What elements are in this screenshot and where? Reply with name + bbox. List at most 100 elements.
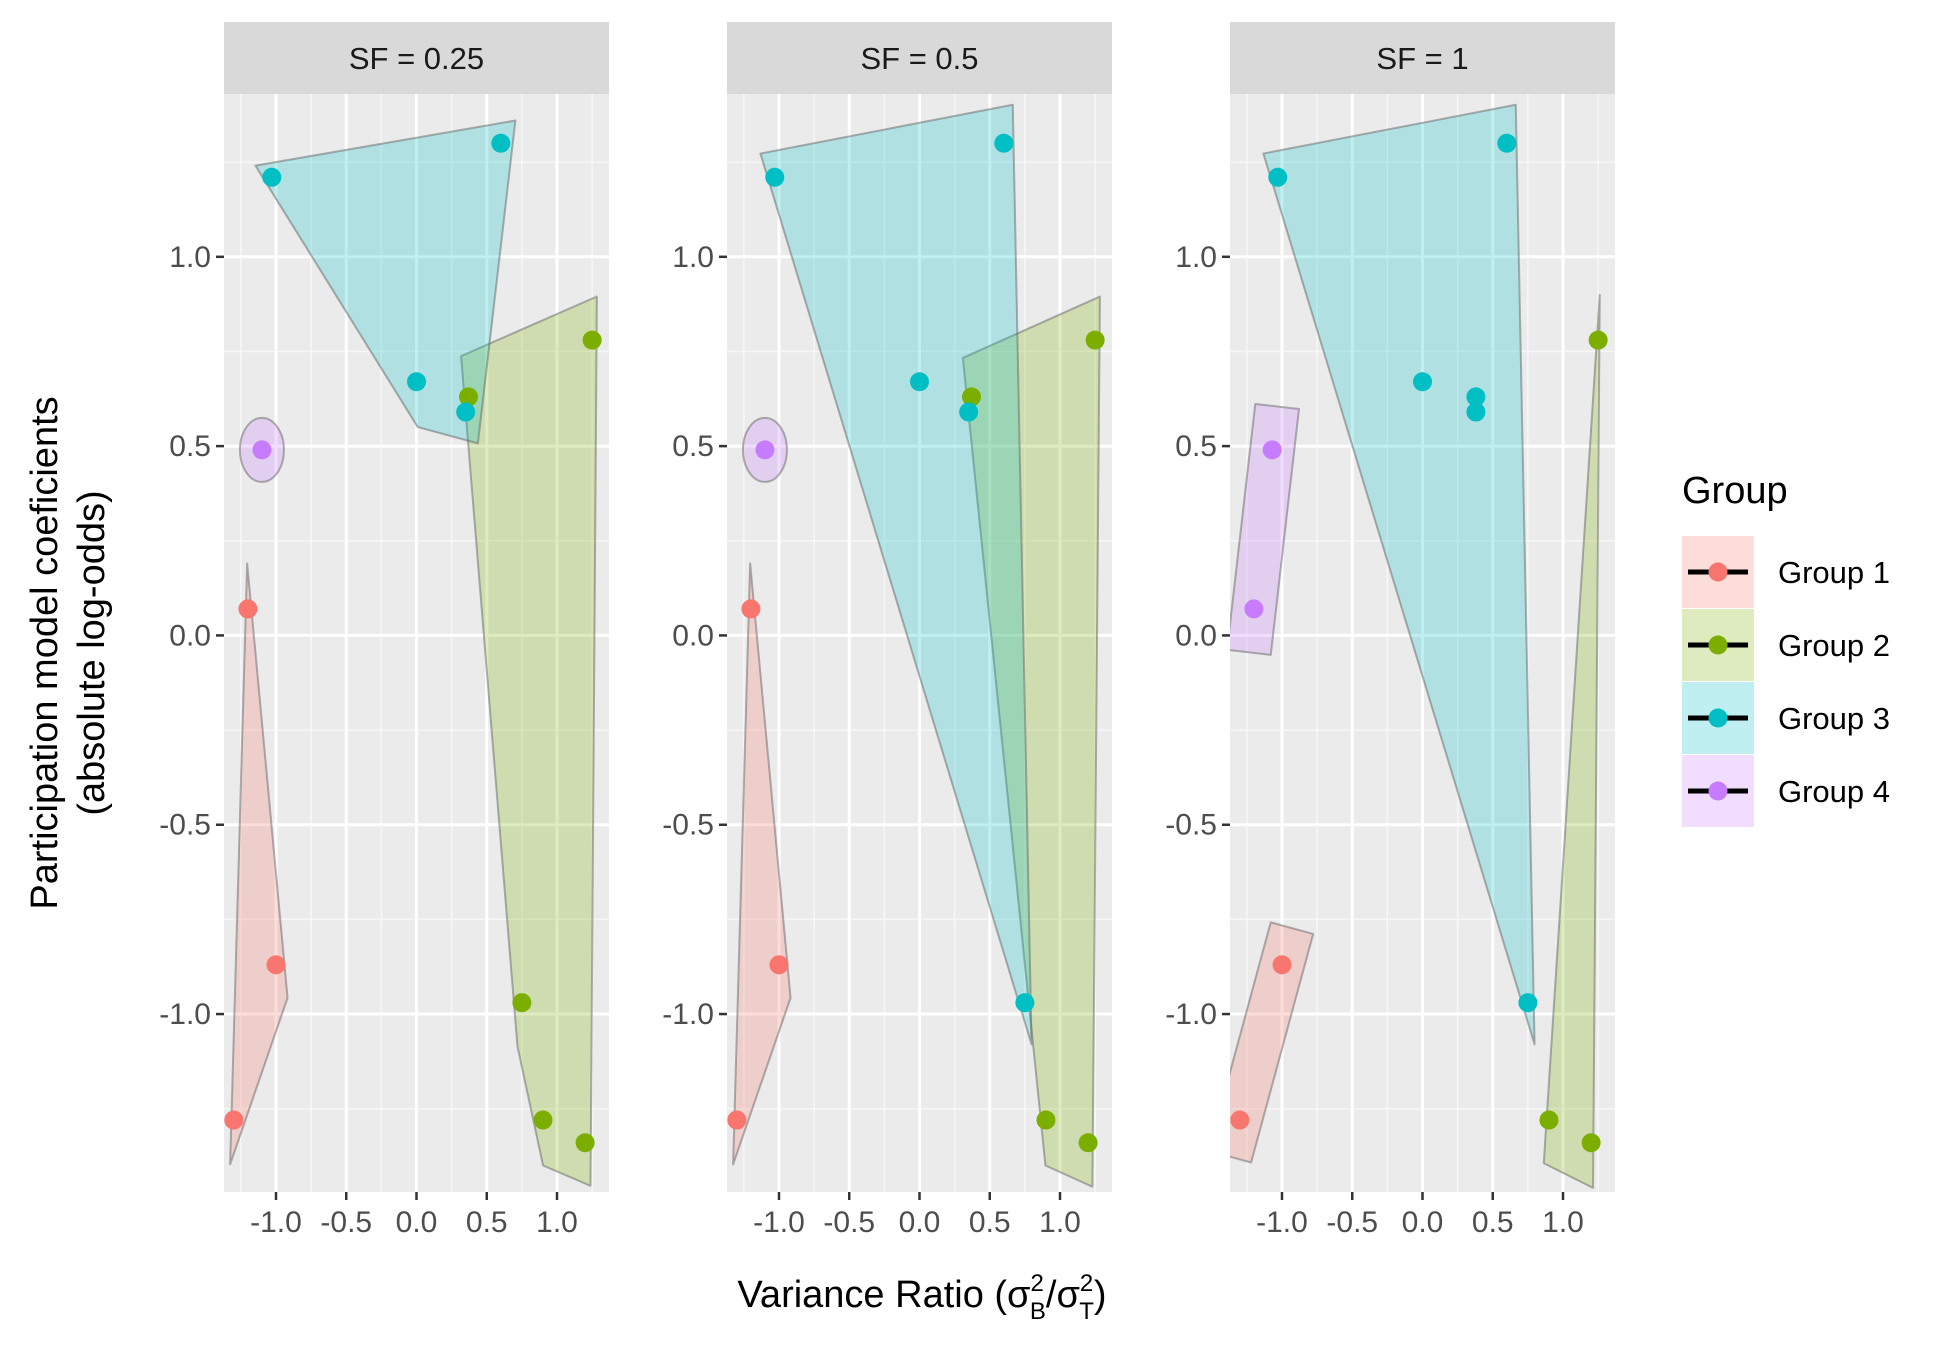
legend-key-point	[1708, 708, 1728, 728]
y-tick-label: -1.0	[662, 998, 714, 1031]
legend-label: Group 2	[1778, 628, 1890, 663]
data-point	[1078, 1133, 1098, 1153]
y-tick-label: -1.0	[159, 998, 211, 1031]
facet-panel: -1.0 -0.5 0.0 0.5 1.0 -1.0 -0.5 0.0 0.5 1.0 SF = 0…	[662, 22, 1112, 1239]
group-region	[1542, 293, 1601, 1189]
x-tick-label: -1.0	[250, 1206, 302, 1239]
y-tick-label: 1.0	[672, 241, 714, 274]
x-tick-label: 0.0	[1402, 1206, 1444, 1239]
y-axis-title-line-2: (absolute log-odds)	[71, 490, 113, 815]
group-region	[460, 295, 598, 1187]
x-tick-label: -1.0	[753, 1206, 805, 1239]
group-region	[759, 103, 1033, 1046]
group-regions	[1230, 103, 1601, 1189]
facet-strip-label: SF = 0.5	[860, 41, 978, 76]
data-point	[1539, 1110, 1559, 1130]
data-point	[1413, 372, 1432, 392]
data-point	[456, 402, 476, 422]
y-tick-label: 0.5	[1175, 430, 1217, 463]
legend-items: Group 1 Group 2 Group 3 Group 4	[1682, 536, 1890, 827]
data-point	[1466, 387, 1486, 407]
x-axis-title-slash: /	[1046, 1274, 1057, 1316]
y-tick-label: 1.0	[169, 241, 211, 274]
legend-key-point	[1708, 635, 1728, 655]
x-axis-title-prefix: Variance Ratio (	[737, 1274, 1007, 1316]
x-axis-title-sigma-t: σ	[1056, 1274, 1079, 1316]
data-point	[1244, 599, 1264, 619]
data-point	[755, 440, 775, 460]
data-point	[1497, 133, 1517, 153]
data-point	[575, 1133, 595, 1153]
x-axis-title-sigma-b: σ	[1007, 1274, 1030, 1316]
x-tick-label: -0.5	[1326, 1206, 1378, 1239]
x-axis-title-sup-b: 2	[1031, 1270, 1044, 1297]
y-tick-label: 0.5	[169, 430, 211, 463]
y-tick-label: 0.0	[672, 619, 714, 652]
y-tick-label: 0.0	[1175, 619, 1217, 652]
group-region	[1230, 402, 1300, 656]
data-point	[959, 402, 979, 422]
data-point	[1268, 167, 1288, 187]
x-axis-title-sup-t: 2	[1080, 1270, 1093, 1297]
facet-strip	[224, 22, 609, 94]
data-points	[1230, 133, 1608, 1153]
data-point	[1262, 440, 1282, 460]
data-point	[252, 440, 272, 460]
data-point	[262, 167, 282, 187]
legend-key-point	[1708, 781, 1728, 801]
group-region	[229, 562, 289, 1166]
y-axis-title-line-1: Participation model coeficients	[24, 396, 66, 909]
x-axis-title-sub-t: T	[1079, 1298, 1094, 1325]
facet-strip-label: SF = 1	[1376, 41, 1468, 76]
data-point	[582, 330, 602, 350]
x-tick-label: 0.0	[396, 1206, 438, 1239]
data-point	[1588, 330, 1608, 350]
data-point	[769, 955, 789, 975]
x-tick-label: -0.5	[320, 1206, 372, 1239]
x-axis-title-sub-b: B	[1030, 1298, 1046, 1325]
group-region	[1262, 103, 1536, 1046]
data-point	[458, 387, 478, 407]
legend-item: Group 3	[1682, 682, 1890, 754]
data-point	[1015, 993, 1035, 1013]
x-axis-title-suffix: )	[1094, 1274, 1107, 1316]
facet-strip	[1230, 22, 1615, 94]
x-tick-label: 1.0	[1542, 1206, 1584, 1239]
data-point	[1581, 1133, 1601, 1153]
legend-label: Group 1	[1778, 555, 1890, 590]
x-tick-label: 0.5	[466, 1206, 508, 1239]
data-point	[994, 133, 1014, 153]
data-point	[1085, 330, 1105, 350]
legend-item: Group 2	[1682, 609, 1890, 681]
y-tick-label: -0.5	[1165, 809, 1217, 842]
data-point	[1518, 993, 1538, 1013]
data-point	[727, 1110, 747, 1130]
data-point	[533, 1110, 553, 1130]
data-point	[1036, 1110, 1056, 1130]
y-tick-label: -0.5	[159, 809, 211, 842]
data-point	[266, 955, 286, 975]
data-point	[1230, 1110, 1250, 1130]
data-point	[741, 599, 761, 619]
legend-label: Group 4	[1778, 774, 1890, 809]
data-point	[407, 372, 426, 392]
x-tick-label: 0.5	[1472, 1206, 1514, 1239]
x-tick-label: 1.0	[536, 1206, 578, 1239]
group-regions	[229, 119, 598, 1187]
data-point	[238, 599, 258, 619]
group-region	[961, 295, 1101, 1188]
data-point	[1272, 955, 1292, 975]
x-tick-label: 1.0	[1039, 1206, 1081, 1239]
group-region	[732, 562, 792, 1166]
legend-label: Group 3	[1778, 701, 1890, 736]
x-tick-label: 0.5	[969, 1206, 1011, 1239]
facet-panel: -1.0 -0.5 0.0 0.5 1.0 -1.0 -0.5 0.0 0.5 1.0 SF = 1	[1165, 22, 1615, 1239]
legend-title: Group	[1682, 470, 1788, 512]
y-tick-label: 1.0	[1175, 241, 1217, 274]
group-regions	[732, 103, 1101, 1188]
data-point	[491, 133, 511, 153]
data-point	[765, 167, 785, 187]
data-point	[1466, 402, 1486, 422]
facet-strip	[727, 22, 1112, 94]
